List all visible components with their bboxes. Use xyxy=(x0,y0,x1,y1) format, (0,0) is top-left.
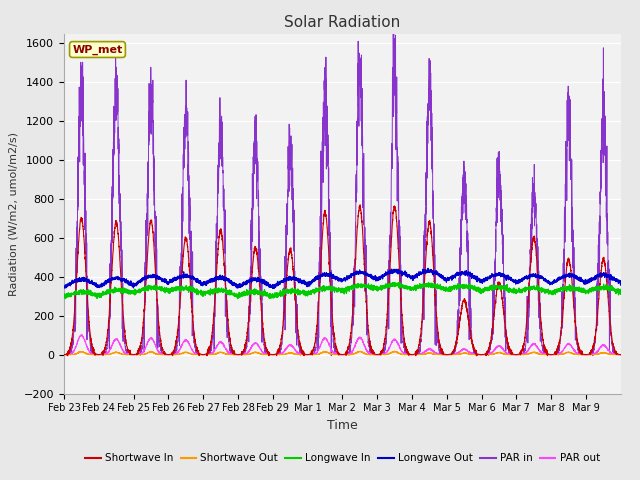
Text: WP_met: WP_met xyxy=(72,44,123,55)
Title: Solar Radiation: Solar Radiation xyxy=(284,15,401,30)
Y-axis label: Radiation (W/m2, umol/m2/s): Radiation (W/m2, umol/m2/s) xyxy=(8,132,18,296)
Legend: Shortwave In, Shortwave Out, Longwave In, Longwave Out, PAR in, PAR out: Shortwave In, Shortwave Out, Longwave In… xyxy=(81,449,604,468)
X-axis label: Time: Time xyxy=(327,419,358,432)
